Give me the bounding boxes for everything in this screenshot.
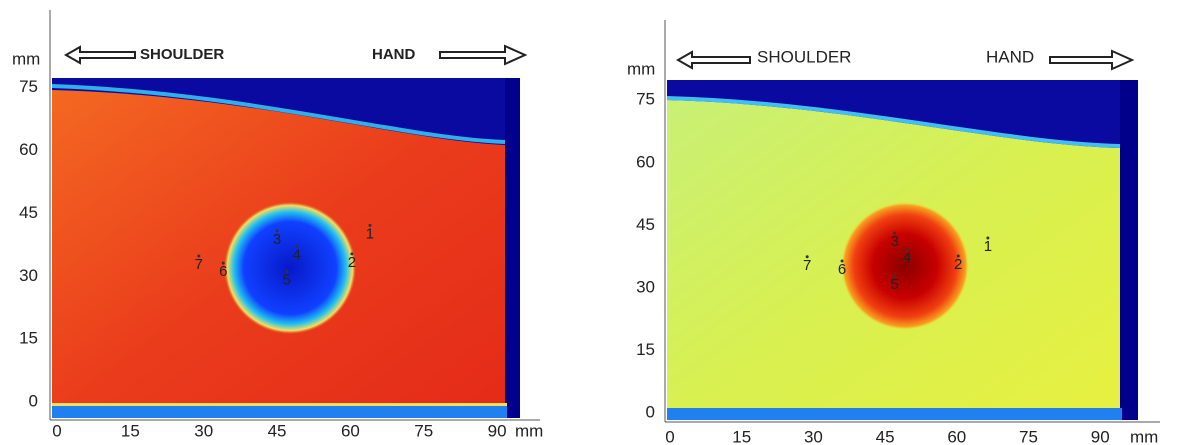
measure-point	[295, 244, 299, 248]
x-tick-label: 90	[1091, 427, 1110, 445]
measure-point	[275, 229, 279, 233]
measure-point	[956, 254, 960, 258]
y-tick-label: 30	[636, 277, 655, 296]
y-tick-label: 0	[646, 402, 655, 421]
x-tick-label: 60	[341, 421, 360, 440]
point-label: 6	[838, 261, 846, 278]
x-tick-label: 15	[121, 421, 140, 440]
y-tick-label: 60	[19, 140, 38, 159]
y-tick-label: 45	[19, 203, 38, 222]
direction-label: SHOULDER	[140, 46, 224, 63]
arrow-left	[675, 50, 751, 70]
measure-point	[368, 223, 372, 227]
y-tick-label: 75	[19, 77, 38, 96]
y-tick-label: 30	[19, 266, 38, 285]
measure-point	[350, 252, 354, 256]
direction-label: SHOULDER	[757, 47, 851, 66]
measure-point	[905, 248, 909, 252]
point-label: 2	[954, 256, 962, 273]
x-tick-label: 75	[1019, 427, 1038, 445]
point-label: 6	[219, 263, 227, 280]
y-tick-label: 0	[29, 391, 38, 410]
x-tick-label: 45	[876, 427, 895, 445]
x-tick-label: 30	[804, 427, 823, 445]
direction-label: HAND	[986, 47, 1034, 66]
measure-point	[893, 274, 897, 278]
measure-point	[893, 231, 897, 235]
x-tick-label: 60	[947, 427, 966, 445]
x-tick-label: 15	[732, 427, 751, 445]
y-unit: mm	[12, 49, 40, 68]
point-label: 5	[283, 271, 291, 288]
measure-point	[221, 261, 225, 265]
point-label: 1	[366, 225, 374, 242]
x-tick-label: 0	[52, 421, 61, 440]
x-tick-label: 0	[665, 427, 674, 445]
arrow-right	[1049, 49, 1135, 71]
heatmap-right	[666, 80, 1138, 420]
point-label: 3	[890, 233, 898, 250]
measure-point	[197, 254, 201, 258]
arrow-left	[63, 45, 136, 65]
measure-point	[805, 255, 809, 259]
point-label: 4	[903, 250, 911, 267]
measure-point	[840, 259, 844, 263]
arrow-right	[439, 44, 528, 66]
point-label: 2	[348, 254, 356, 271]
x-unit: mm	[1130, 427, 1158, 445]
measure-point	[285, 269, 289, 273]
y-tick-label: 45	[636, 215, 655, 234]
point-label: 5	[890, 276, 898, 293]
x-tick-label: 45	[268, 421, 287, 440]
point-label: 3	[273, 231, 281, 248]
y-tick-label: 60	[636, 152, 655, 171]
direction-label: HAND	[372, 46, 415, 63]
point-label: 1	[984, 238, 992, 255]
x-tick-label: 75	[414, 421, 433, 440]
measure-point	[986, 236, 990, 240]
point-label: 7	[803, 257, 811, 274]
x-tick-label: 90	[488, 421, 507, 440]
y-tick-label: 15	[636, 340, 655, 359]
y-tick-label: 75	[636, 90, 655, 109]
x-tick-label: 30	[194, 421, 213, 440]
x-unit: mm	[515, 421, 543, 440]
y-unit: mm	[627, 59, 655, 78]
point-label: 7	[195, 256, 203, 273]
heatmap-left	[51, 78, 520, 418]
point-label: 4	[292, 246, 300, 263]
y-tick-label: 15	[19, 329, 38, 348]
